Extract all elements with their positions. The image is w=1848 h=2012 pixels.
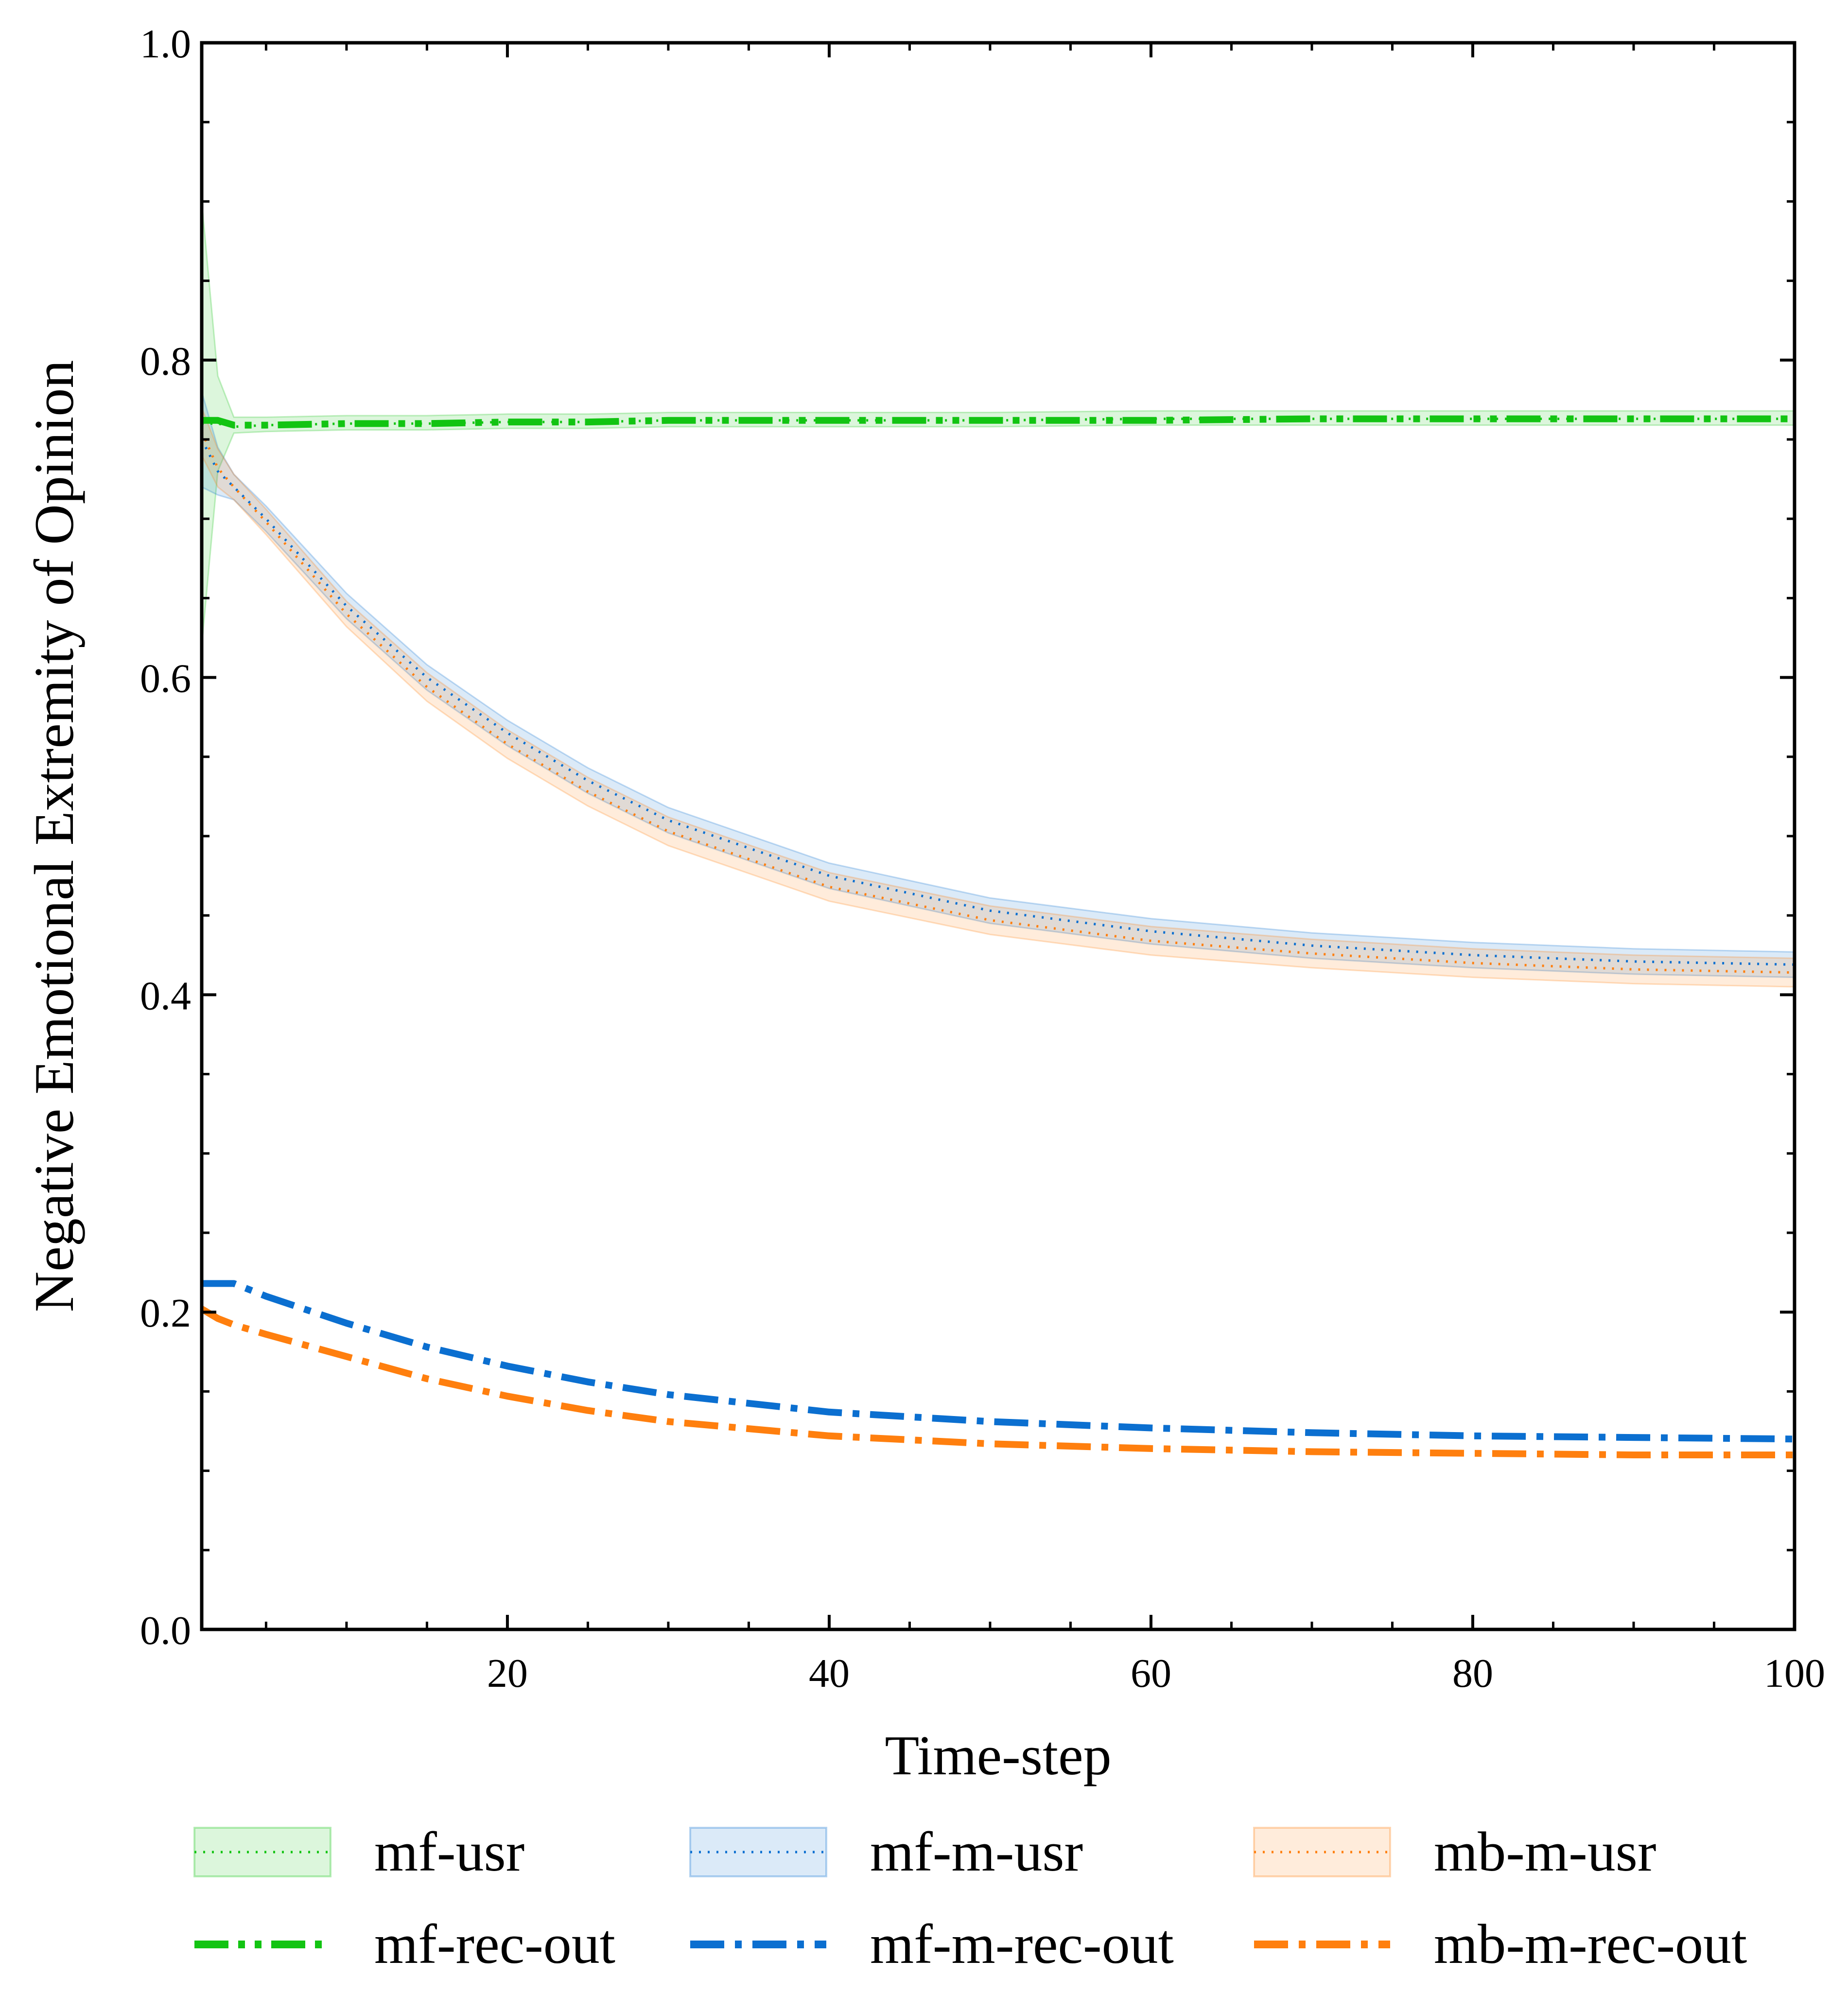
confidence-bands [201,201,1796,988]
y-tick-label: 0.6 [140,656,191,701]
legend-item-mf-m-usr: mf-m-usr [689,1821,1083,1883]
y-axis-label: Negative Emotional Extremity of Opinion [23,360,86,1312]
x-axis-label: Time-step [885,1725,1111,1787]
legend-item-mf-rec-out: mf-rec-out [194,1913,615,1976]
axis-ticks [202,41,1796,1631]
x-tick-label: 60 [1131,1651,1171,1696]
series-lines [200,415,1795,1458]
legend: mf-usr mf-m-usr mb-m-usr mf-rec-out mf-m-rec… [193,1821,1747,1976]
legend-item-mf-usr: mf-usr [193,1821,524,1883]
x-tick-label: 40 [809,1651,850,1696]
axis-tick-labels: 20 40 60 80 100 0.0 0.2 0.4 0.6 0.8 1.0 [140,21,1825,1696]
series-line-mf-usr [202,418,1795,428]
plot-frame [200,41,1796,1631]
x-tick-label: 80 [1452,1651,1493,1696]
legend-label: mf-m-usr [870,1821,1083,1883]
legend-item-mb-m-rec-out: mb-m-rec-out [1254,1913,1747,1976]
legend-item-mb-m-usr: mb-m-usr [1253,1821,1656,1883]
y-tick-label: 0.4 [140,973,191,1018]
series-line-mb-m-usr [200,431,1795,974]
series-line-mb-m-rec-out [200,1306,1795,1458]
y-tick-label: 0.2 [140,1291,191,1336]
y-tick-label: 1.0 [140,21,191,67]
y-tick-label: 0.8 [140,339,191,384]
x-tick-label: 20 [487,1651,528,1696]
y-tick-label: 0.0 [140,1608,191,1653]
legend-label: mf-rec-out [374,1913,615,1976]
legend-label: mf-m-rec-out [870,1913,1174,1976]
series-line-mf-m-rec-out [202,1280,1795,1443]
legend-label: mf-usr [374,1821,524,1883]
legend-swatch-band [1253,1827,1391,1877]
series-line-mf-rec-out [202,415,1795,429]
legend-label: mb-m-usr [1434,1821,1656,1883]
x-tick-label: 100 [1764,1651,1825,1696]
legend-label: mb-m-rec-out [1434,1913,1747,1976]
legend-item-mf-m-rec-out: mf-m-rec-out [690,1913,1174,1976]
